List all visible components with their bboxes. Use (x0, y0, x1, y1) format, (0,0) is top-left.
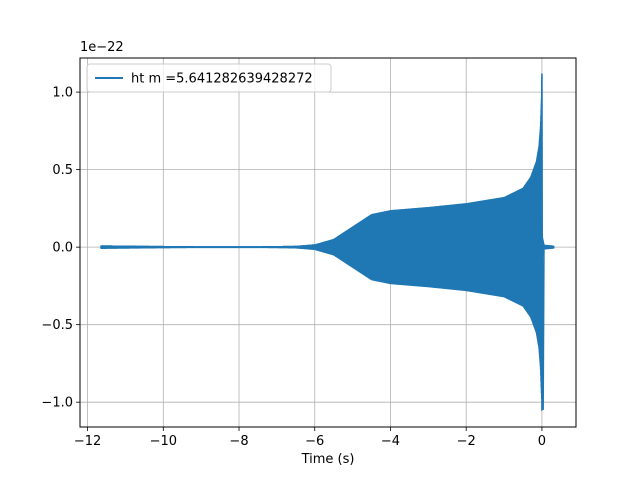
x-tick-label: −8 (229, 434, 248, 449)
x-tick-label: −4 (381, 434, 400, 449)
x-axis-label: Time (s) (301, 452, 355, 467)
y-tick-label: 0.5 (52, 163, 73, 178)
legend-label: ht m =5.641282639428272 (131, 72, 313, 87)
x-tick-label: −2 (457, 434, 476, 449)
waveform-line (100, 77, 555, 411)
merger-peak (539, 73, 545, 410)
x-tick-label: −12 (74, 434, 101, 449)
legend-box (86, 63, 332, 93)
y-tick-label: −0.5 (41, 318, 73, 333)
plot-frame (79, 57, 577, 428)
y-tick-label: 1.0 (52, 86, 73, 101)
y-axis-offset-text: 1e−22 (80, 40, 124, 55)
y-tick-label: −1.0 (41, 396, 73, 411)
y-tick-label: 0.0 (52, 241, 73, 256)
legend: ht m =5.641282639428272 (86, 63, 332, 93)
x-tick-label: −6 (305, 434, 324, 449)
x-tick-label: 0 (538, 434, 546, 449)
y-axis-ticks: −1.0 −0.5 0.0 0.5 1.0 (41, 86, 80, 411)
series-ht (100, 73, 555, 411)
x-tick-label: −10 (150, 434, 177, 449)
x-axis-ticks: −12 −10 −8 −6 −4 −2 0 (74, 427, 546, 449)
